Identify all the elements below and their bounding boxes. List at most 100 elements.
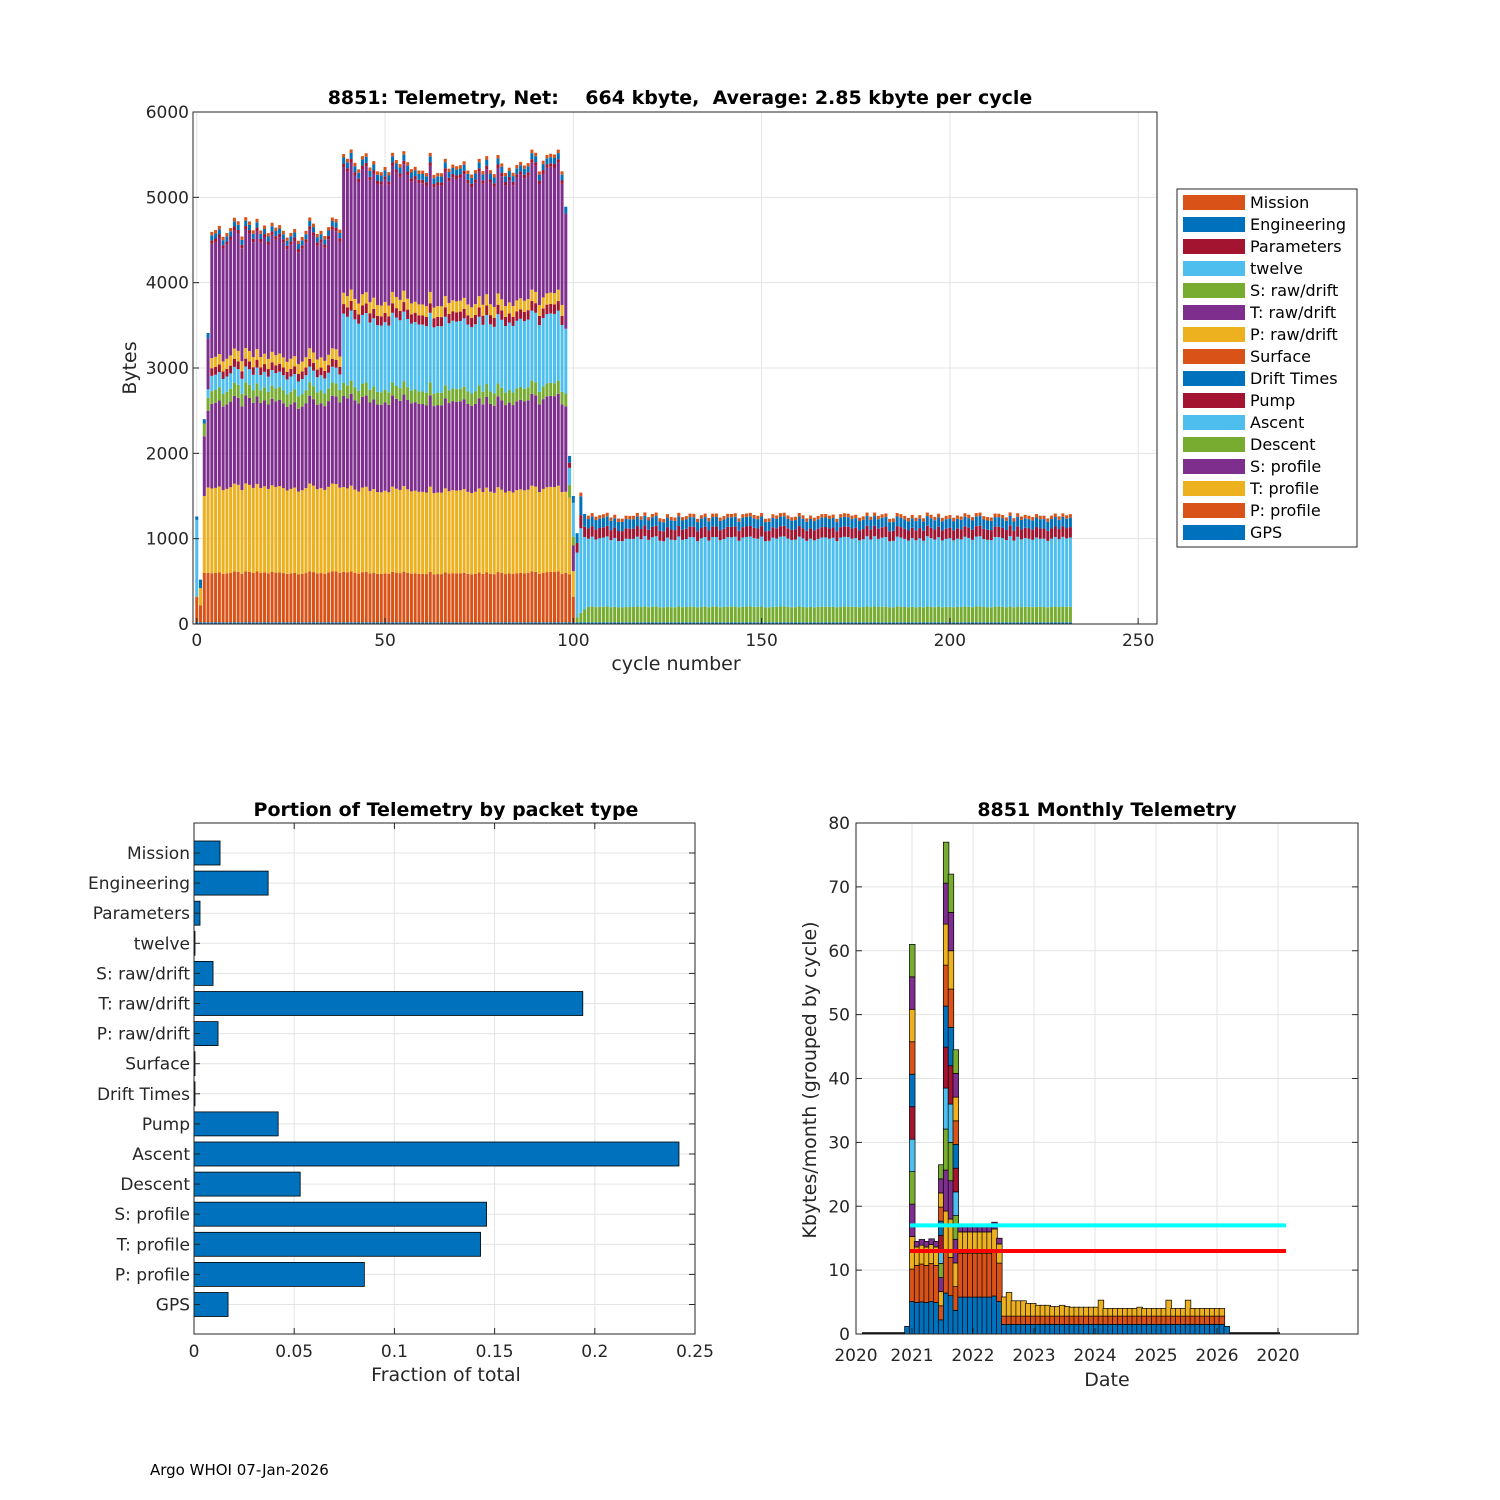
top-bar-segment bbox=[436, 176, 440, 183]
top-bar-segment bbox=[315, 489, 319, 574]
top-bar-segment bbox=[360, 487, 364, 573]
top-bar-segment bbox=[673, 607, 677, 623]
top-bar-segment bbox=[989, 622, 993, 624]
top-bar-segment bbox=[353, 172, 357, 176]
top-bar-segment bbox=[1053, 516, 1057, 527]
top-bar-segment bbox=[481, 171, 485, 175]
top-bar-segment bbox=[308, 348, 312, 359]
top-bar-segment bbox=[255, 349, 259, 360]
top-bar-segment bbox=[1031, 516, 1035, 521]
top-bar-segment bbox=[575, 622, 579, 624]
top-bar-segment bbox=[458, 174, 462, 178]
top-bar-segment bbox=[278, 371, 282, 388]
top-bar-segment bbox=[522, 321, 526, 389]
top-bar-segment bbox=[488, 173, 492, 180]
top-bar-segment bbox=[756, 606, 760, 623]
top-bar-segment bbox=[560, 324, 564, 392]
top-bar-segment bbox=[492, 574, 496, 623]
top-bar-segment bbox=[1001, 515, 1005, 519]
top-bar-segment bbox=[364, 382, 368, 396]
top-bar-segment bbox=[428, 622, 432, 624]
top-bar-segment bbox=[289, 622, 293, 624]
top-bar-segment bbox=[263, 353, 267, 365]
top-bar-segment bbox=[665, 537, 669, 607]
top-bar-segment bbox=[270, 370, 274, 386]
top-bar-segment bbox=[391, 152, 395, 157]
top-bar-segment bbox=[424, 176, 428, 183]
top-bar-segment bbox=[970, 607, 974, 623]
top-bar-segment bbox=[304, 357, 308, 368]
top-bar-segment bbox=[560, 174, 564, 181]
top-bar-segment bbox=[259, 233, 263, 239]
top-bar-segment bbox=[334, 227, 338, 232]
top-bar-segment bbox=[319, 403, 323, 489]
top-bar-segment bbox=[507, 622, 511, 624]
top-bar-segment bbox=[357, 323, 361, 391]
top-bar-segment bbox=[560, 622, 564, 624]
top-bar-segment bbox=[552, 167, 557, 294]
top-bar-segment bbox=[391, 291, 395, 304]
top-bar-segment bbox=[662, 607, 666, 623]
top-bar-segment bbox=[963, 516, 967, 527]
top-bar-segment bbox=[650, 537, 654, 607]
top-bar-segment bbox=[786, 606, 790, 623]
top-bar-segment bbox=[210, 240, 214, 244]
top-bar-segment bbox=[345, 622, 349, 624]
top-bar-segment bbox=[251, 356, 255, 368]
top-bar-segment bbox=[669, 520, 673, 530]
top-bar-segment bbox=[940, 517, 944, 522]
top-bar-segment bbox=[217, 237, 221, 355]
top-bar-segment bbox=[206, 397, 210, 411]
top-bar-segment bbox=[918, 528, 922, 539]
top-bar-segment bbox=[342, 382, 346, 396]
top-bar-segment bbox=[858, 530, 862, 541]
top-bar-segment bbox=[1057, 529, 1061, 540]
top-bar-segment bbox=[726, 622, 730, 624]
top-bar-segment bbox=[485, 384, 489, 397]
top-bar-segment bbox=[443, 158, 447, 163]
legend-label: GPS bbox=[1250, 523, 1282, 542]
top-bar-segment bbox=[1019, 529, 1023, 540]
top-bar-segment bbox=[556, 622, 560, 624]
top-bar-segment bbox=[496, 293, 500, 305]
top-bar-segment bbox=[511, 574, 515, 623]
top-bar-segment bbox=[488, 324, 492, 392]
hbar-category-label: Descent bbox=[120, 1175, 190, 1195]
top-bar-segment bbox=[568, 574, 572, 623]
top-bar-segment bbox=[443, 398, 447, 489]
top-bar-segment bbox=[432, 307, 436, 319]
top-bar-segment bbox=[534, 622, 538, 624]
top-bar-segment bbox=[289, 232, 293, 237]
top-bar-segment bbox=[402, 151, 406, 155]
top-bar-segment bbox=[763, 541, 767, 608]
top-bar-segment bbox=[421, 573, 425, 623]
top-bar-segment bbox=[545, 293, 549, 305]
top-bar-segment bbox=[436, 172, 440, 177]
top-bar-segment bbox=[793, 539, 798, 608]
month-bar-segment bbox=[952, 1049, 959, 1074]
top-chart-title: 8851: Telemetry, Net: 664 kbyte, Average… bbox=[328, 87, 1033, 109]
top-bar-segment bbox=[876, 519, 880, 529]
top-bar-segment bbox=[650, 606, 654, 623]
top-bar-segment bbox=[609, 607, 613, 623]
top-bar-segment bbox=[583, 609, 587, 623]
top-bar-segment bbox=[259, 573, 263, 623]
top-bar-segment bbox=[1050, 528, 1054, 539]
hbar-x-tick-label: 0 bbox=[189, 1342, 200, 1362]
top-bar-segment bbox=[609, 517, 613, 521]
top-bar-segment bbox=[500, 622, 504, 624]
top-bar-segment bbox=[473, 170, 477, 174]
top-bar-segment bbox=[729, 517, 733, 527]
top-bar-segment bbox=[922, 521, 926, 531]
top-bar-segment bbox=[639, 622, 643, 624]
top-bar-segment bbox=[270, 231, 274, 235]
top-bar-segment bbox=[379, 404, 383, 493]
top-bar-segment bbox=[406, 309, 410, 319]
top-bar-segment bbox=[481, 304, 485, 316]
top-bar-segment bbox=[394, 317, 398, 387]
top-bar-segment bbox=[500, 299, 504, 311]
top-bar-segment bbox=[545, 164, 549, 168]
top-bar-segment bbox=[522, 165, 526, 169]
top-bar-segment bbox=[601, 622, 605, 624]
top-bar-segment bbox=[391, 622, 395, 624]
